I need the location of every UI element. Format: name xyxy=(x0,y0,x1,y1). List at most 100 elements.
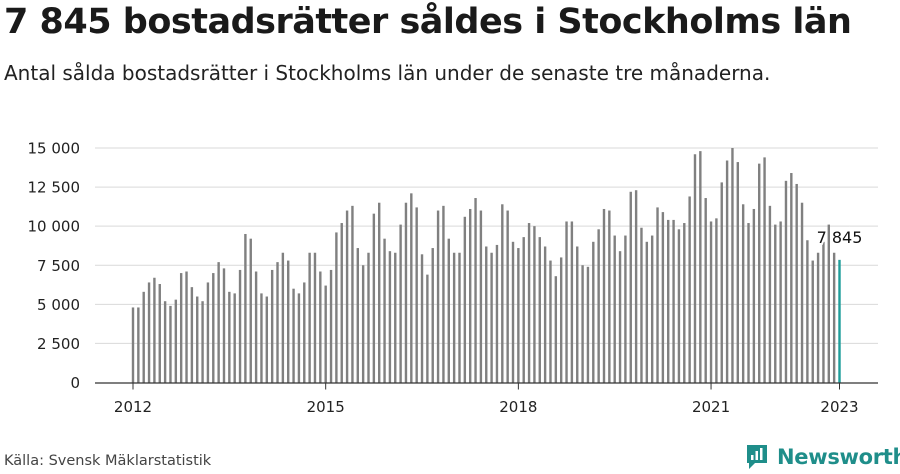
bar xyxy=(693,154,697,383)
bar xyxy=(774,224,777,383)
bar xyxy=(704,198,707,383)
bar xyxy=(667,219,670,383)
bar xyxy=(383,238,386,383)
bar xyxy=(249,238,252,383)
bar xyxy=(683,223,686,383)
bar xyxy=(533,226,536,383)
bar xyxy=(238,269,242,383)
bar xyxy=(602,208,606,383)
bar xyxy=(634,190,638,383)
bar xyxy=(222,268,226,383)
bar xyxy=(624,235,627,383)
bar xyxy=(420,254,424,383)
x-tick-label: 2015 xyxy=(307,398,345,416)
highlight-bar xyxy=(838,259,841,383)
bar xyxy=(479,210,483,383)
bar xyxy=(313,252,317,383)
bar xyxy=(527,223,531,383)
bar xyxy=(335,232,338,383)
x-tick-label: 2021 xyxy=(692,398,730,416)
bar xyxy=(495,244,499,383)
bar xyxy=(169,305,172,383)
bar xyxy=(297,293,301,383)
bar xyxy=(254,271,258,383)
bar xyxy=(217,262,220,383)
bar xyxy=(260,293,263,383)
bar xyxy=(752,208,756,383)
bar xyxy=(832,252,836,383)
bar xyxy=(758,163,761,383)
bar xyxy=(725,160,729,383)
bar xyxy=(731,148,734,383)
bar xyxy=(640,227,643,383)
y-tick-label: 15 000 xyxy=(28,140,81,158)
bar xyxy=(656,207,659,383)
bar xyxy=(736,162,740,383)
bar xyxy=(554,276,558,383)
x-tick-label: 2018 xyxy=(499,398,537,416)
bar xyxy=(206,282,210,383)
bar xyxy=(212,273,215,383)
x-tick-label: 2012 xyxy=(114,398,152,416)
chart-subtitle: Antal sålda bostadsrätter i Stockholms l… xyxy=(4,61,771,85)
bar xyxy=(517,248,520,383)
bar xyxy=(201,301,204,383)
bar xyxy=(340,223,343,383)
bar xyxy=(576,246,579,383)
bar xyxy=(586,266,590,383)
bar xyxy=(233,293,236,383)
bar xyxy=(677,229,681,383)
bar xyxy=(351,205,354,383)
bar xyxy=(292,288,295,383)
bar xyxy=(142,291,145,383)
bar xyxy=(597,229,600,383)
bar xyxy=(816,252,820,383)
bar xyxy=(442,205,445,383)
bar xyxy=(270,269,274,383)
bar xyxy=(131,307,135,383)
y-tick-label: 7 500 xyxy=(37,257,80,275)
bar xyxy=(163,301,167,383)
bar xyxy=(158,284,161,383)
bar xyxy=(822,241,825,383)
bar xyxy=(394,252,397,383)
brand-name: Newsworthy xyxy=(777,445,900,469)
bar xyxy=(661,212,665,383)
bar xyxy=(265,296,269,383)
bar xyxy=(329,269,333,383)
y-tick-label: 5 000 xyxy=(37,296,80,314)
bar xyxy=(613,235,616,383)
bar xyxy=(806,240,809,383)
bar xyxy=(415,207,418,383)
bar xyxy=(356,248,359,383)
bar xyxy=(768,205,772,383)
bar xyxy=(490,252,493,383)
bar xyxy=(372,213,376,383)
bar xyxy=(431,248,434,383)
bar xyxy=(404,202,408,383)
bar xyxy=(308,252,311,383)
bar xyxy=(388,251,392,383)
bar xyxy=(608,210,611,383)
bar xyxy=(618,251,622,383)
bar xyxy=(190,287,194,383)
bar xyxy=(436,210,440,383)
bar xyxy=(795,183,798,383)
bar xyxy=(303,282,306,383)
bar xyxy=(629,191,632,383)
highlight-value-label: 7 845 xyxy=(817,228,863,247)
bar xyxy=(709,221,713,383)
bar xyxy=(549,260,552,383)
bar xyxy=(276,262,279,383)
bar xyxy=(511,241,515,383)
bar xyxy=(196,296,199,383)
source-note: Källa: Svensk Mäklarstatistik xyxy=(4,453,212,469)
bar xyxy=(581,265,584,383)
bar xyxy=(650,235,654,383)
bar-chart: 0 2 500 5 000 7 500 10 000 12 500 15 000 2012 20… xyxy=(28,140,878,416)
bar xyxy=(501,204,504,383)
bar xyxy=(763,157,766,383)
bar xyxy=(287,260,290,383)
bar xyxy=(741,204,745,383)
y-tick-label: 12 500 xyxy=(28,179,81,197)
